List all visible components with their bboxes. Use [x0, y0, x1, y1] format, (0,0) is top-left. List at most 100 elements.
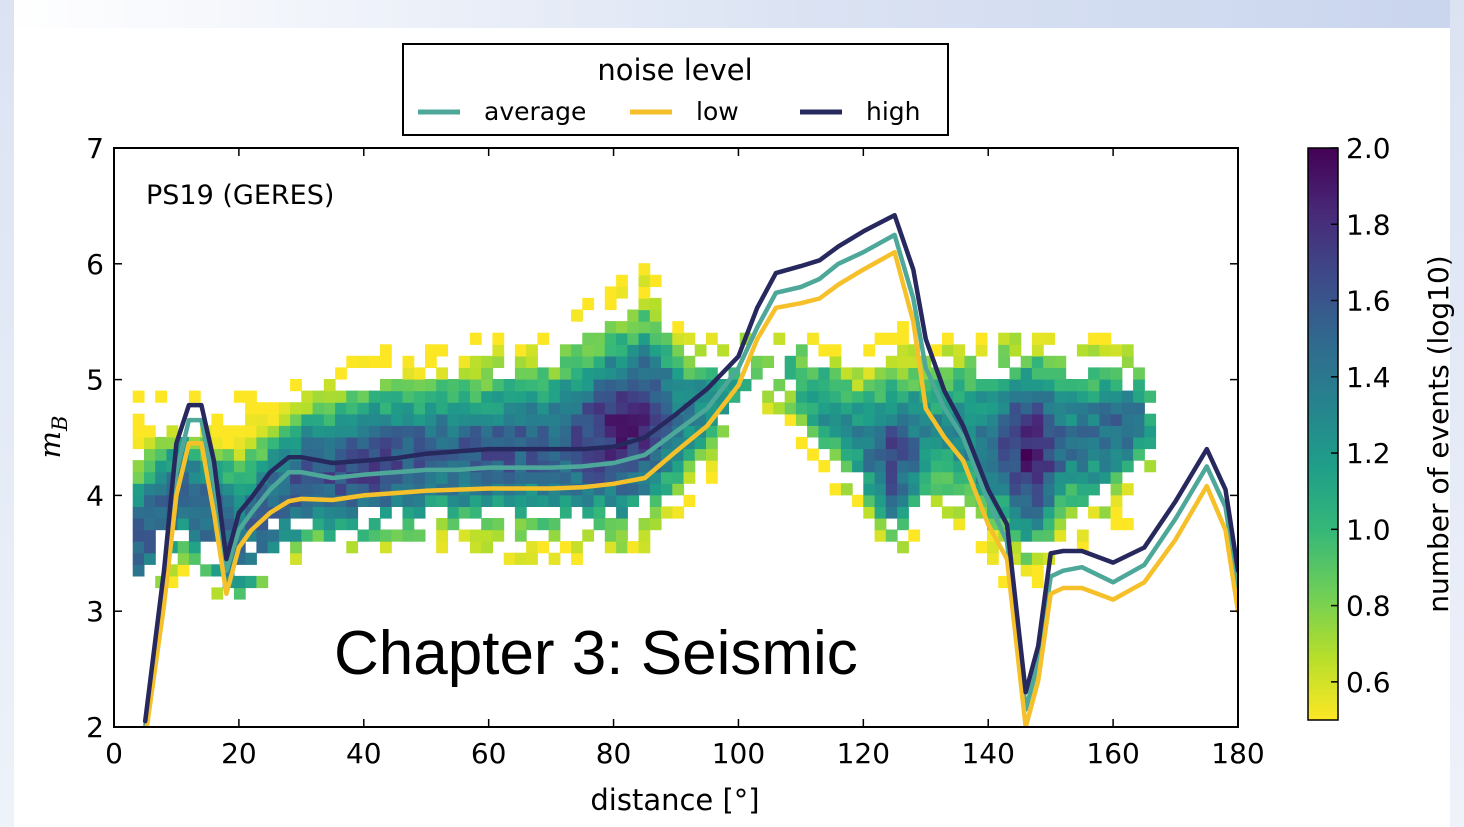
heatmap-cell: [514, 379, 527, 392]
heatmap-cell: [897, 425, 909, 438]
heatmap-cell: [436, 344, 448, 357]
heatmap-cell: [290, 413, 302, 426]
heatmap-cell: [335, 436, 347, 450]
heatmap-cell: [278, 413, 291, 426]
heatmap-cell: [795, 367, 808, 380]
heatmap-cell: [604, 529, 617, 542]
heatmap-cell: [627, 425, 640, 438]
heatmap-cell: [492, 529, 505, 542]
heatmap-cell: [312, 448, 325, 461]
heatmap-cell: [335, 413, 347, 426]
heatmap-cell: [649, 448, 662, 461]
heatmap-cell: [1110, 448, 1123, 461]
heatmap-cell: [908, 344, 921, 357]
heatmap-cell: [874, 379, 887, 392]
heatmap-cell: [335, 518, 347, 531]
heatmap-cell: [425, 471, 437, 484]
heatmap-cell: [222, 529, 235, 542]
heatmap-cell: [661, 379, 673, 392]
heatmap-cell: [863, 494, 876, 507]
heatmap-cell: [593, 355, 606, 368]
heatmap-cell: [267, 436, 280, 450]
heatmap-cell: [672, 367, 685, 380]
heatmap-cell: [537, 436, 550, 450]
heatmap-cell: [492, 413, 505, 426]
heatmap-cell: [616, 344, 628, 357]
heatmap-cell: [481, 436, 493, 450]
heatmap-cell: [233, 460, 246, 473]
heatmap-cell: [840, 460, 853, 473]
heatmap-cell: [447, 402, 460, 415]
heatmap-cell: [188, 471, 201, 484]
heatmap-cell: [919, 367, 932, 380]
heatmap-cell: [368, 413, 381, 426]
heatmap-cell: [694, 448, 707, 461]
heatmap-cell: [942, 448, 954, 461]
heatmap-cell: [829, 425, 842, 438]
heatmap-cell: [604, 460, 617, 473]
heatmap-cell: [447, 494, 460, 507]
heatmap-cell: [1076, 541, 1089, 554]
heatmap-cell: [469, 471, 482, 484]
heatmap-cell: [604, 332, 617, 345]
heatmap-cell: [526, 402, 538, 415]
heatmap-cell: [200, 529, 212, 542]
heatmap-cell: [559, 436, 572, 450]
heatmap-cell: [1144, 436, 1157, 450]
heatmap-cell: [548, 436, 561, 450]
heatmap-cell: [807, 379, 819, 392]
heatmap-cell: [987, 483, 999, 496]
heatmap-cell: [1121, 390, 1134, 403]
heatmap-cell: [627, 390, 640, 403]
heatmap-cell: [807, 413, 819, 426]
heatmap-cell: [267, 460, 280, 473]
heatmap-cell: [1110, 379, 1123, 392]
heatmap-cell: [425, 460, 437, 473]
heatmap-cell: [930, 494, 943, 507]
heatmap-cell: [604, 297, 617, 311]
heatmap-cell: [380, 541, 392, 554]
heatmap-cell: [885, 506, 898, 519]
colorbar: 2.0 1.8 1.6 1.4 1.2 1.0 0.8 0.6 number of events…: [1307, 132, 1455, 721]
heatmap-cell: [469, 379, 482, 392]
chapter-title: Chapter 3: Seismic: [334, 619, 858, 688]
heatmap-cell: [1144, 425, 1157, 438]
heatmap-cell: [233, 425, 246, 438]
heatmap-cell: [593, 332, 606, 345]
heatmap-cell: [672, 506, 685, 519]
heatmap-cell: [166, 575, 179, 589]
heatmap-cell: [323, 483, 336, 496]
heatmap-cell: [964, 425, 977, 438]
heatmap-cell: [256, 402, 269, 415]
heatmap-cell: [526, 471, 538, 484]
heatmap-cell: [683, 355, 696, 368]
heatmap-cell: [144, 483, 156, 496]
heatmap-cell: [795, 413, 808, 426]
heatmap-cell: [953, 367, 966, 380]
heatmap-cell: [1133, 402, 1145, 415]
heatmap-cell: [593, 471, 606, 484]
heatmap-cell: [233, 529, 246, 542]
heatmap-cell: [638, 367, 651, 380]
heatmap-cell: [481, 471, 493, 484]
heatmap-cell: [975, 448, 988, 461]
heatmap-cell: [537, 425, 550, 438]
heatmap-cell: [1133, 367, 1145, 380]
heatmap-cell: [908, 379, 921, 392]
heatmap-cell: [998, 402, 1010, 415]
heatmap-cell: [357, 494, 370, 507]
heatmap-cell: [829, 483, 842, 496]
heatmap-cell: [1054, 402, 1067, 415]
heatmap-cell: [975, 402, 988, 415]
heatmap-cell: [357, 529, 370, 542]
heatmap-cell: [132, 436, 145, 450]
heatmap-cell: [1043, 436, 1055, 450]
heatmap-cell: [649, 344, 662, 357]
heatmap-cell: [604, 321, 617, 334]
heatmap-cell: [290, 379, 302, 392]
heatmap-cell: [245, 471, 257, 484]
heatmap-cell: [897, 402, 909, 415]
heatmap-cell: [649, 413, 662, 426]
heatmap-cell: [1099, 367, 1112, 380]
heatmap-cell: [514, 552, 527, 565]
